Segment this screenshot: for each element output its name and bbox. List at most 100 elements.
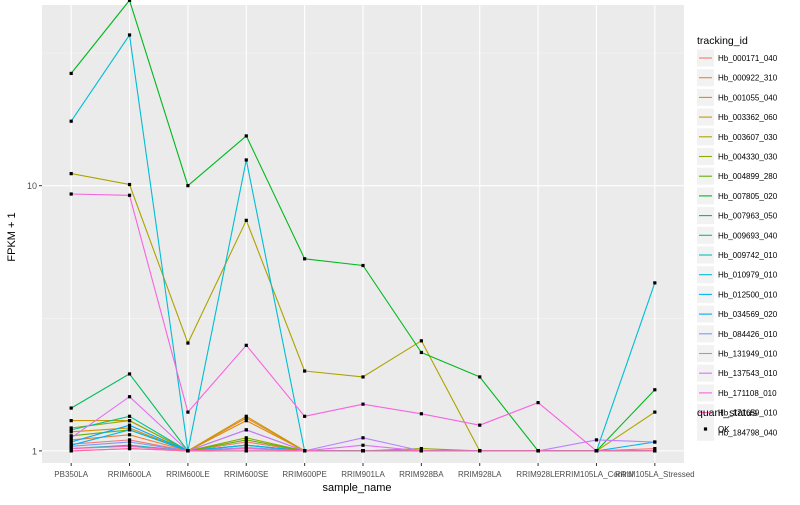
data-point xyxy=(244,428,248,432)
data-point xyxy=(244,134,248,138)
data-point xyxy=(127,423,132,427)
data-point xyxy=(536,401,540,405)
data-point xyxy=(419,339,423,343)
legend-title: tracking_id xyxy=(697,35,748,47)
data-point xyxy=(244,443,248,447)
data-point xyxy=(69,446,73,451)
data-point xyxy=(303,449,307,453)
data-point xyxy=(69,172,73,176)
data-point xyxy=(69,449,73,453)
data-point xyxy=(69,434,73,438)
data-point xyxy=(536,449,540,453)
data-point xyxy=(594,438,599,442)
shape-legend-title: quant_status xyxy=(697,407,757,419)
data-point xyxy=(419,446,423,451)
y-tick-label: 10 xyxy=(27,181,37,191)
data-point xyxy=(419,412,423,416)
data-point xyxy=(127,182,132,187)
y-tick-label: 1 xyxy=(32,446,37,456)
data-point xyxy=(594,449,599,453)
data-point xyxy=(244,436,248,440)
legend-item-label: Hb_003362_060 xyxy=(718,113,778,122)
data-point xyxy=(69,192,73,196)
data-point xyxy=(653,281,657,285)
x-tick-label: RRIM928LE xyxy=(516,470,560,479)
data-point xyxy=(478,375,482,379)
x-tick-label: RRIM105LA_Control xyxy=(560,470,634,479)
data-point xyxy=(478,423,482,427)
x-tick-label: RRIM928BA xyxy=(399,470,444,479)
data-point xyxy=(303,414,307,418)
legend-item-label: Hb_131949_010 xyxy=(718,350,778,359)
data-point xyxy=(127,193,132,197)
x-tick-label: RRIM600SE xyxy=(224,470,268,479)
data-point xyxy=(361,375,365,379)
data-point xyxy=(127,419,132,423)
legend-item-label: Hb_010979_010 xyxy=(718,271,778,280)
legend-item-label: Hb_001055_040 xyxy=(718,93,778,102)
data-point xyxy=(127,414,132,418)
x-tick-label: RRIM901LA xyxy=(341,470,385,479)
data-point xyxy=(69,428,73,432)
data-point xyxy=(244,414,248,418)
data-point xyxy=(69,406,73,410)
data-point xyxy=(361,263,365,268)
data-point xyxy=(69,119,73,123)
data-point xyxy=(127,433,132,437)
x-tick-label: PB350LA xyxy=(54,470,88,479)
data-point xyxy=(244,438,248,442)
data-point xyxy=(186,449,190,453)
legend-item-label: Hb_012500_010 xyxy=(718,290,778,299)
data-points xyxy=(69,0,657,453)
legend-item-label: Hb_137543_010 xyxy=(718,369,778,378)
legend-item-label: Hb_034569_020 xyxy=(718,310,778,319)
data-point xyxy=(244,449,248,453)
data-point xyxy=(127,438,132,442)
data-point xyxy=(653,388,657,392)
data-point xyxy=(361,402,365,406)
data-point xyxy=(244,440,248,444)
data-point xyxy=(69,438,73,442)
data-point xyxy=(127,428,132,432)
legend-item-label: Hb_007805_020 xyxy=(718,192,778,201)
data-point xyxy=(127,0,132,2)
data-point xyxy=(69,419,73,423)
data-point xyxy=(653,446,657,451)
data-point xyxy=(419,350,423,355)
data-point xyxy=(69,444,73,448)
y-axis-title: FPKM + 1 xyxy=(6,212,18,261)
data-point xyxy=(127,395,132,399)
data-point xyxy=(69,426,73,430)
x-tick-label: RRIM928LA xyxy=(458,470,502,479)
legend-item-label: Hb_003607_030 xyxy=(718,133,778,142)
legend-item-label: Hb_009693_040 xyxy=(718,231,778,240)
data-point xyxy=(303,369,307,373)
data-point xyxy=(653,449,657,453)
data-point xyxy=(244,446,248,451)
x-tick-label: RRIM600LE xyxy=(166,470,210,479)
data-point xyxy=(127,426,132,430)
data-point xyxy=(244,419,248,423)
data-point xyxy=(186,184,190,188)
x-tick-label: RRIM105LA_Stressed xyxy=(615,470,695,479)
data-point xyxy=(653,440,657,444)
legend-item-label: Hb_171108_010 xyxy=(718,389,777,398)
legend-item-label: Hb_000171_040 xyxy=(718,54,778,63)
data-point xyxy=(244,218,248,222)
data-point xyxy=(127,440,132,444)
data-point xyxy=(361,436,365,440)
data-point xyxy=(478,449,482,453)
data-point xyxy=(127,33,132,37)
data-point xyxy=(186,410,190,414)
legend-item-label: Hb_009742_010 xyxy=(718,251,778,260)
legend-item-label: Hb_084426_010 xyxy=(718,330,778,339)
data-point xyxy=(69,430,73,434)
legend-item-label: Hb_004899_280 xyxy=(718,172,778,181)
axes: 1 10 PB350LA RRIM600LA RRIM600LE RRIM600SE RRI… xyxy=(27,181,695,479)
data-point xyxy=(69,71,73,76)
legend-item-label: Hb_007963_050 xyxy=(718,212,778,221)
shape-legend-label: OK xyxy=(718,425,730,434)
data-point xyxy=(69,436,73,440)
